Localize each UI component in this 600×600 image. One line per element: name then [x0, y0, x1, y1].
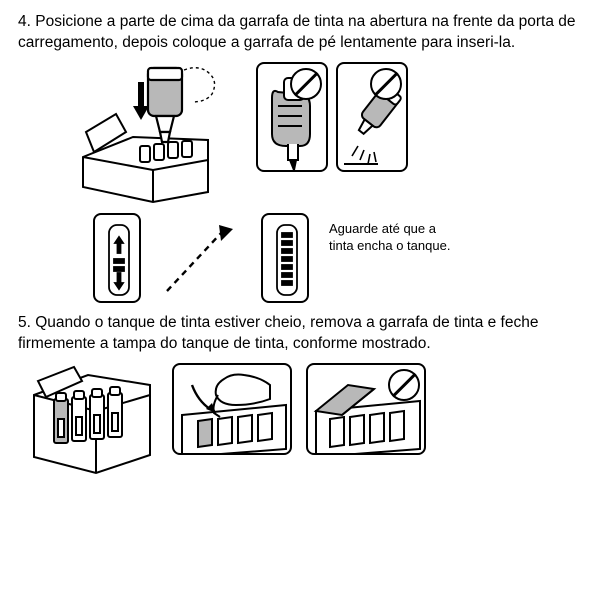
step5-figure-row — [28, 363, 582, 478]
step-5-body: Quando o tanque de tinta estiver cheio, … — [18, 314, 538, 352]
diagram-no-squeeze — [256, 62, 328, 172]
step4-caption: Aguarde até que a tinta encha o tanque. — [329, 221, 459, 255]
diagram-close-lid-wrong — [306, 363, 426, 455]
step-5-text: 5. Quando o tanque de tinta estiver chei… — [18, 313, 582, 355]
prohibition-icon — [290, 68, 322, 100]
diagram-no-tilt — [336, 62, 408, 172]
diagram-tank-unit — [28, 363, 158, 478]
fill-progress-arrow — [161, 213, 241, 303]
prohibition-icon — [370, 68, 402, 100]
step-4-text: 4. Posicione a parte de cima da garrafa … — [18, 12, 582, 54]
prohibition-icon — [388, 369, 420, 401]
diagram-tank-empty — [93, 213, 141, 303]
step4-figure-row-2: Aguarde até que a tinta encha o tanque. — [93, 213, 582, 303]
diagram-tank-full — [261, 213, 309, 303]
diagram-close-lid — [172, 363, 292, 455]
step-5-number: 5. — [18, 314, 31, 331]
step-4-body: Posicione a parte de cima da garrafa de … — [18, 13, 576, 51]
step4-figure-row-1 — [78, 62, 582, 207]
diagram-bottle-insert — [78, 62, 248, 207]
step-4-number: 4. — [18, 13, 31, 30]
